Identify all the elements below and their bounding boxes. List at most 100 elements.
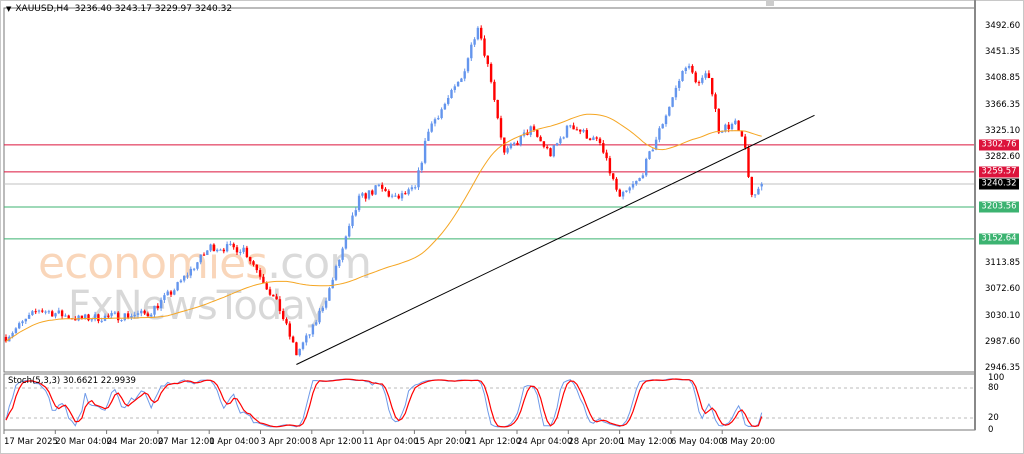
candle-body bbox=[753, 194, 757, 196]
candle-body bbox=[173, 290, 176, 295]
time-tick-label: 15 Apr 20:00 bbox=[414, 437, 470, 447]
candle-body bbox=[628, 187, 631, 191]
candle-body bbox=[711, 78, 714, 95]
level-price-tag: 3240.32 bbox=[979, 178, 1019, 190]
candle-body bbox=[714, 94, 717, 109]
candle-body bbox=[664, 115, 668, 125]
ohlc-readout: 3236.40 3243.17 3229.97 3240.32 bbox=[74, 4, 233, 14]
candle-body bbox=[621, 191, 625, 197]
candle-body bbox=[239, 251, 242, 253]
candle-body bbox=[130, 316, 133, 318]
candle-body bbox=[324, 300, 328, 308]
candle-body bbox=[565, 125, 569, 138]
level-price-tag: 3152.64 bbox=[979, 233, 1019, 245]
candle-body bbox=[447, 98, 450, 104]
candle-body bbox=[176, 282, 179, 291]
candle-body bbox=[163, 295, 166, 300]
candle-body bbox=[275, 296, 278, 300]
candle-body bbox=[420, 162, 423, 171]
candle-body bbox=[450, 89, 453, 99]
candle-body bbox=[67, 315, 70, 319]
candle-body bbox=[592, 137, 595, 141]
candle-body bbox=[11, 332, 14, 337]
time-tick-label: 28 Apr 20:00 bbox=[568, 437, 624, 447]
candle-body bbox=[258, 270, 262, 277]
candle-body bbox=[496, 99, 499, 119]
candle-body bbox=[400, 193, 404, 199]
watermark-brand: economies bbox=[38, 238, 268, 289]
candle-body bbox=[552, 145, 555, 157]
candle-body bbox=[21, 321, 24, 324]
candle-body bbox=[308, 334, 311, 336]
candle-body bbox=[440, 109, 443, 119]
candle-body bbox=[489, 63, 493, 82]
candle-body bbox=[410, 187, 414, 190]
candle-body bbox=[720, 131, 724, 133]
candle-body bbox=[384, 188, 387, 192]
candle-body bbox=[44, 311, 47, 313]
candle-body bbox=[262, 276, 265, 284]
candle-body bbox=[674, 87, 678, 98]
candle-body bbox=[704, 73, 707, 78]
candle-body bbox=[612, 173, 615, 179]
chart-shift-marker[interactable] bbox=[766, 0, 774, 6]
candle-body bbox=[747, 147, 750, 177]
candle-body bbox=[602, 143, 605, 153]
candle-body bbox=[311, 324, 315, 335]
price-tick-label: 3492.60 bbox=[985, 21, 1021, 31]
watermark-fxnewstoday: FxNewsToday bbox=[68, 283, 328, 329]
candle-body bbox=[209, 244, 212, 251]
candle-body bbox=[430, 123, 433, 132]
candle-body bbox=[542, 141, 546, 147]
candle-body bbox=[27, 314, 31, 319]
candle-body bbox=[730, 124, 734, 130]
level-price-tag: 3259.57 bbox=[979, 166, 1019, 178]
candle-body bbox=[245, 247, 249, 258]
time-tick-label: 8 Apr 12:00 bbox=[311, 437, 362, 447]
candle-body bbox=[579, 129, 582, 132]
candle-body bbox=[156, 305, 159, 309]
candle-body bbox=[123, 313, 126, 321]
candle-body bbox=[687, 65, 691, 68]
dropdown-triangle-icon[interactable]: ▼ bbox=[6, 5, 12, 13]
candle-body bbox=[724, 124, 727, 132]
candle-body bbox=[315, 322, 318, 325]
stochastic-label: Stoch(5,3,3) 30.6621 22.9939 bbox=[8, 376, 136, 386]
candle-body bbox=[529, 126, 532, 135]
candle-body bbox=[737, 120, 740, 131]
symbol-label: XAUUSD,H4 bbox=[15, 4, 69, 14]
candle-body bbox=[60, 310, 64, 317]
time-tick-label: 20 Mar 04:00 bbox=[55, 437, 113, 447]
time-tick-label: 24 Mar 20:00 bbox=[106, 437, 164, 447]
watermark-economies: economies.com bbox=[38, 238, 372, 289]
trendline bbox=[296, 114, 815, 365]
candle-body bbox=[681, 70, 684, 81]
candle-body bbox=[678, 80, 681, 88]
price-tick-label: 2946.35 bbox=[985, 363, 1021, 374]
candle-body bbox=[453, 86, 456, 90]
candle-body bbox=[84, 314, 87, 319]
candle-body bbox=[344, 236, 348, 249]
candle-body bbox=[476, 27, 480, 40]
candle-body bbox=[354, 210, 357, 216]
oscillator-tick-label: 80 bbox=[988, 383, 999, 393]
candle-body bbox=[532, 126, 536, 131]
candle-body bbox=[516, 142, 519, 145]
candle-body bbox=[126, 313, 130, 318]
candle-body bbox=[357, 195, 361, 211]
candle-body bbox=[575, 129, 579, 131]
candle-body bbox=[140, 310, 143, 314]
candle-body bbox=[24, 318, 27, 322]
candle-body bbox=[661, 124, 664, 129]
candle-body bbox=[41, 310, 44, 312]
candle-body bbox=[506, 148, 509, 153]
candle-body bbox=[463, 71, 466, 79]
candle-body bbox=[546, 146, 549, 149]
candle-body bbox=[427, 131, 430, 141]
candle-body bbox=[153, 305, 156, 315]
candle-body bbox=[288, 323, 291, 337]
candle-body bbox=[648, 151, 651, 159]
candle-body bbox=[225, 244, 229, 252]
candle-body bbox=[549, 148, 552, 157]
